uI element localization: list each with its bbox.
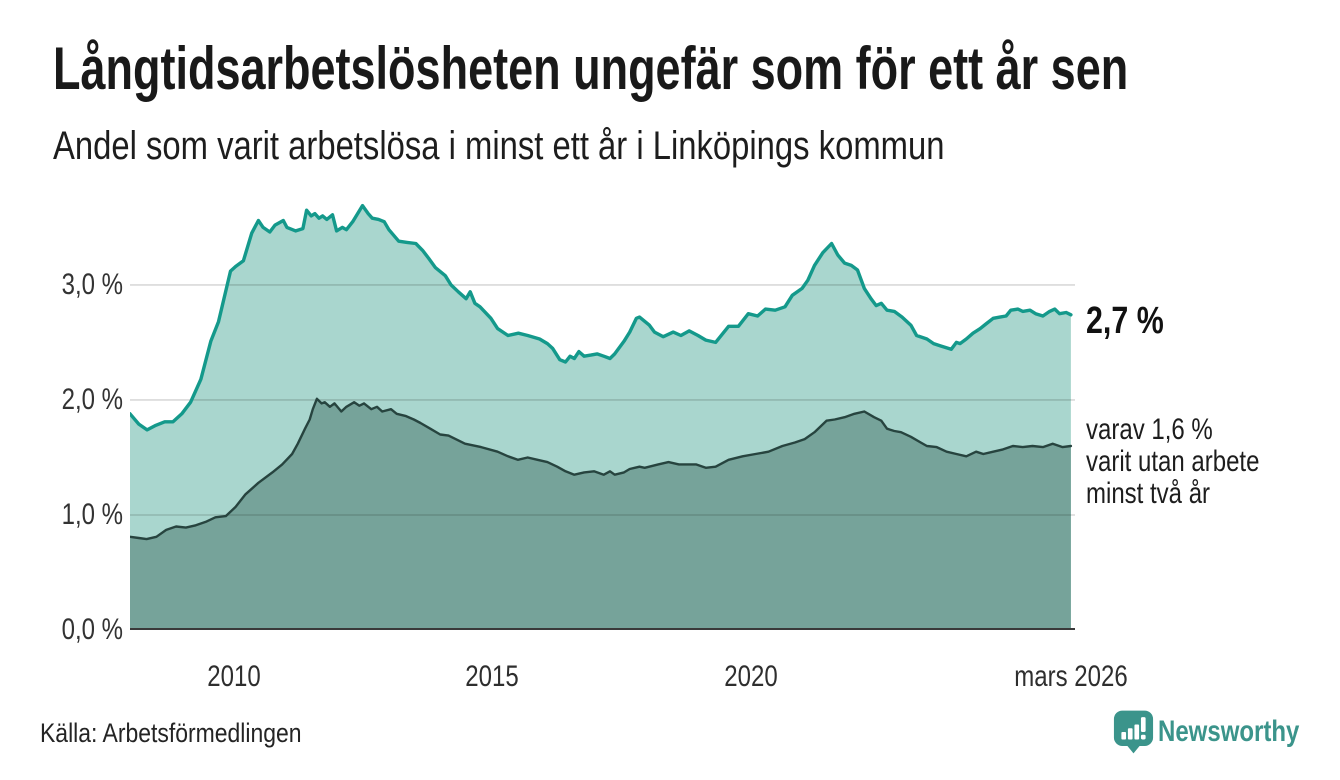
y-tick-label: 2,0 %	[61, 382, 123, 416]
newsworthy-bar-chart-icon	[1113, 710, 1154, 754]
gridlines	[130, 284, 1075, 516]
series-min-two-years-area	[130, 398, 1071, 629]
x-tick-label: 2015	[465, 660, 520, 693]
source-credit: Källa: Arbetsförmedlingen	[40, 718, 302, 748]
x-tick-label: 2010	[206, 660, 261, 693]
subset-value-note: varav 1,6 % varit utan arbete minst två …	[1086, 413, 1260, 510]
y-tick-label: 1,0 %	[61, 497, 123, 531]
y-tick-label: 3,0 %	[61, 267, 123, 301]
series-min-one-year-line	[130, 203, 1073, 432]
chart-subtitle: Andel som varit arbetslösa i minst ett å…	[53, 124, 945, 168]
x-tick-label: 2020	[724, 660, 779, 693]
plot-area	[130, 203, 1075, 630]
latest-value-label: 2,7 %	[1086, 300, 1164, 342]
page-title: Långtidsarbetslösheten ungefär som för e…	[53, 35, 1129, 102]
newsworthy-wordmark: Newsworthy	[1158, 715, 1300, 748]
series-min-two-years-line	[130, 397, 1073, 541]
newsworthy-logo: Newsworthy	[1113, 708, 1323, 758]
x-tick-label: mars 2026	[1014, 660, 1128, 693]
y-tick-label: 0,0 %	[61, 613, 123, 646]
